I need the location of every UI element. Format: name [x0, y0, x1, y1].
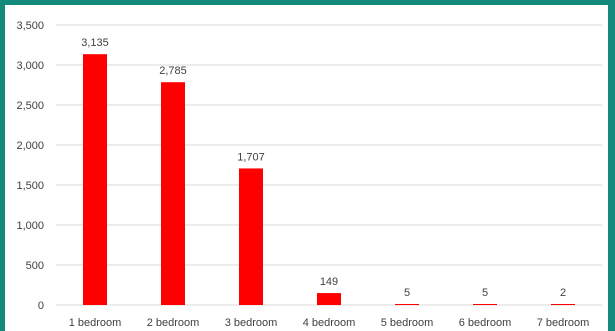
x-category-label: 1 bedroom [69, 317, 122, 329]
data-label: 1,707 [237, 151, 265, 163]
y-tick-label: 2,000 [16, 140, 44, 152]
y-tick-label: 3,000 [16, 60, 44, 72]
bar-1-bedroom [83, 54, 107, 306]
x-category-label: 6 bedroom [459, 317, 512, 329]
y-tick-label: 0 [38, 300, 44, 312]
bar-4-bedroom [317, 293, 341, 305]
x-category-label: 4 bedroom [303, 317, 356, 329]
y-tick-label: 2,500 [16, 100, 44, 112]
data-label: 3,135 [81, 37, 109, 49]
bar-6-bedroom [473, 304, 497, 305]
x-category-label: 5 bedroom [381, 317, 434, 329]
data-label: 5 [404, 287, 410, 299]
x-category-label: 2 bedroom [147, 317, 200, 329]
data-label: 2,785 [159, 65, 187, 77]
x-category-label: 7 bedroom [537, 317, 590, 329]
gridlines [56, 24, 602, 306]
data-label: 5 [482, 287, 488, 299]
bar-5-bedroom [395, 304, 419, 305]
data-label: 2 [560, 287, 566, 299]
bars [83, 54, 575, 306]
data-labels: 3,135 2,785 1,707 149 5 5 2 [81, 37, 566, 299]
y-tick-label: 500 [26, 260, 44, 272]
y-axis-tick-labels: 0 500 1,000 1,500 2,000 2,500 3,000 3,500 [16, 20, 44, 312]
y-tick-label: 1,000 [16, 220, 44, 232]
x-category-label: 3 bedroom [225, 317, 278, 329]
y-tick-label: 1,500 [16, 180, 44, 192]
data-label: 149 [320, 276, 338, 288]
bar-3-bedroom [239, 168, 263, 305]
x-axis-category-labels: 1 bedroom 2 bedroom 3 bedroom 4 bedroom 5 be… [69, 317, 590, 329]
y-tick-label: 3,500 [16, 20, 44, 32]
bar-7-bedroom [551, 304, 575, 305]
bar-2-bedroom [161, 82, 185, 305]
